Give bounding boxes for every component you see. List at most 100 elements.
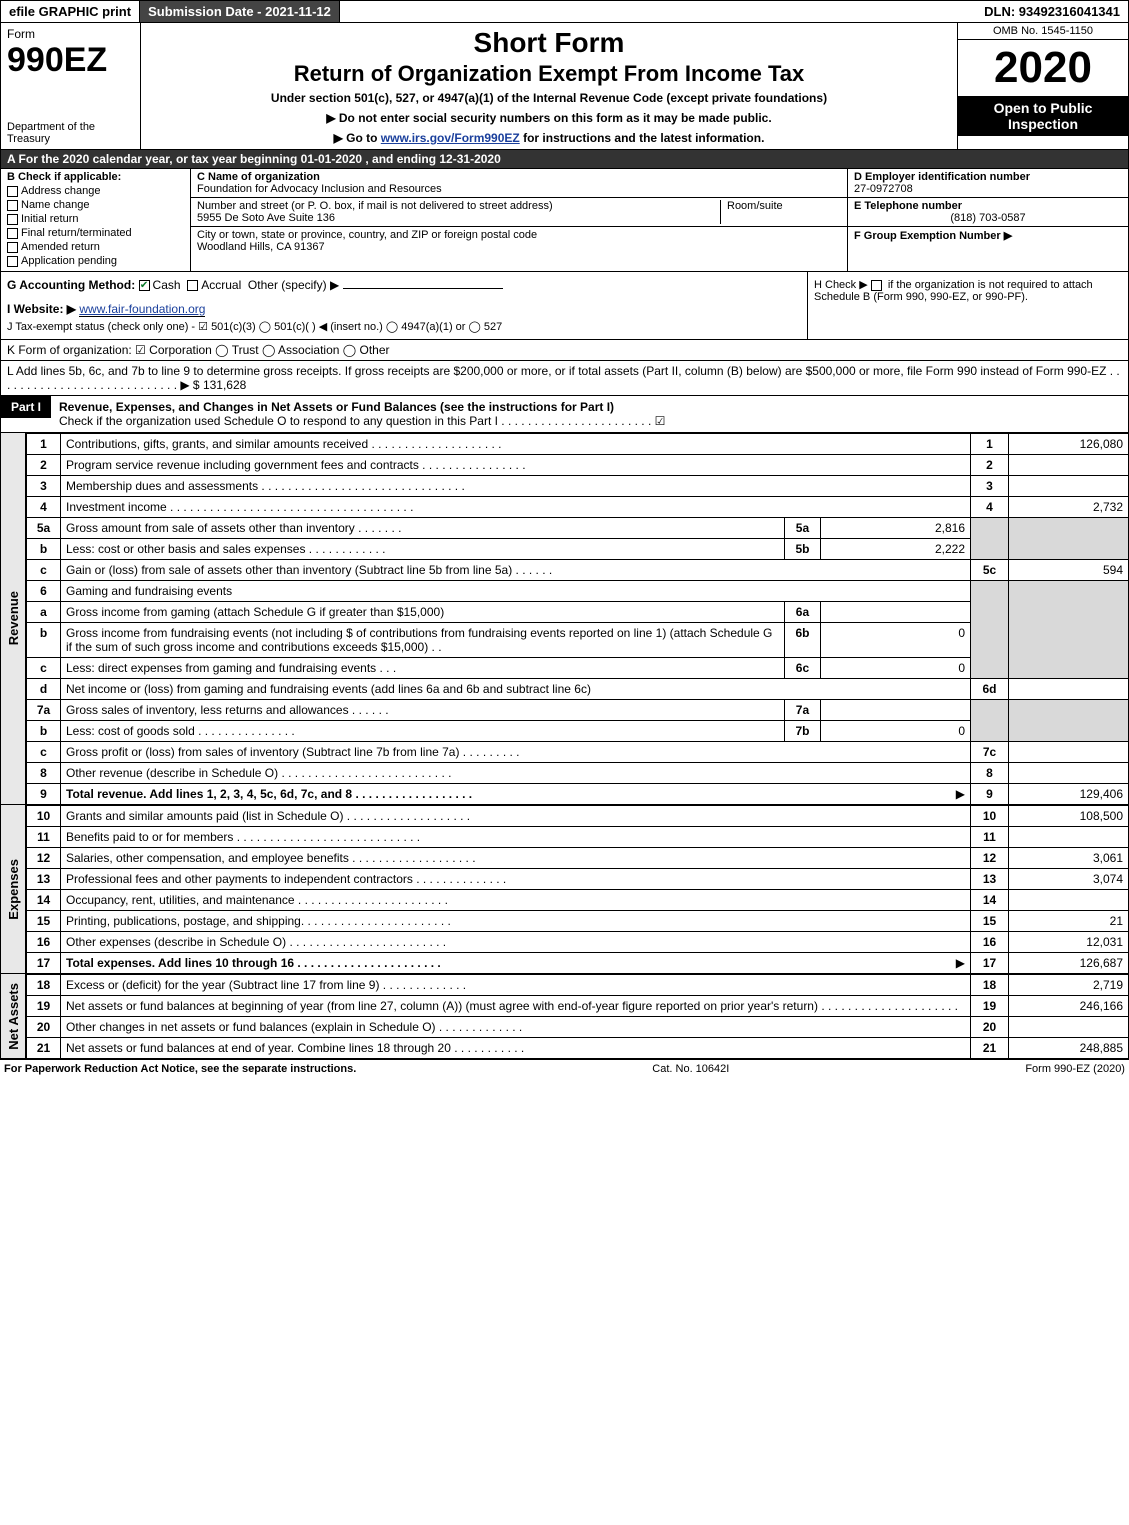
line-num: 9 xyxy=(27,784,61,805)
line-desc: Excess or (deficit) for the year (Subtra… xyxy=(61,975,971,996)
website-link[interactable]: www.fair-foundation.org xyxy=(79,302,205,317)
shade-cell xyxy=(971,518,1009,560)
checkbox-initial-return[interactable] xyxy=(7,214,18,225)
omb-number: OMB No. 1545-1150 xyxy=(958,23,1128,40)
table-row: 10Grants and similar amounts paid (list … xyxy=(27,806,1129,827)
goto-link[interactable]: www.irs.gov/Form990EZ xyxy=(381,131,520,145)
col-label: 13 xyxy=(971,869,1009,890)
line-num: 17 xyxy=(27,953,61,974)
tax-year: 2020 xyxy=(958,40,1128,96)
line-desc: Total expenses. Add lines 10 through 16 … xyxy=(61,953,971,974)
arrow-icon: ▶ xyxy=(956,787,965,801)
line-desc: Gross sales of inventory, less returns a… xyxy=(61,700,785,721)
label-other: Other (specify) ▶ xyxy=(248,278,339,292)
mini-col: 6c xyxy=(784,658,820,679)
line-num: a xyxy=(27,602,61,623)
top-bar: efile GRAPHIC print Submission Date - 20… xyxy=(0,0,1129,23)
b-title: B Check if applicable: xyxy=(7,171,184,183)
line-desc: Net assets or fund balances at end of ye… xyxy=(61,1038,971,1059)
d-label: D Employer identification number xyxy=(854,171,1122,183)
line-desc: Occupancy, rent, utilities, and maintena… xyxy=(61,890,971,911)
line-desc: Salaries, other compensation, and employ… xyxy=(61,848,971,869)
table-row: 12Salaries, other compensation, and empl… xyxy=(27,848,1129,869)
under-section: Under section 501(c), 527, or 4947(a)(1)… xyxy=(149,91,949,105)
checkbox-cash[interactable] xyxy=(139,280,150,291)
efile-label[interactable]: efile GRAPHIC print xyxy=(1,1,140,22)
mini-col: 5b xyxy=(784,539,820,560)
gh-row: G Accounting Method: Cash Accrual Other … xyxy=(0,272,1129,340)
table-row: 15Printing, publications, postage, and s… xyxy=(27,911,1129,932)
checkbox-name-change[interactable] xyxy=(7,200,18,211)
line-num: 20 xyxy=(27,1017,61,1038)
table-row: 20Other changes in net assets or fund ba… xyxy=(27,1017,1129,1038)
checkbox-address-change[interactable] xyxy=(7,186,18,197)
mini-val xyxy=(820,700,970,721)
col-label: 6d xyxy=(971,679,1009,700)
section-b: B Check if applicable: Address change Na… xyxy=(1,169,191,271)
header-left: Form 990EZ Department of the Treasury xyxy=(1,23,141,149)
col-val: 108,500 xyxy=(1009,806,1129,827)
line-num: 6 xyxy=(27,581,61,602)
label-accrual: Accrual xyxy=(201,278,241,292)
shade-cell xyxy=(971,700,1009,742)
checkbox-h[interactable] xyxy=(871,280,882,291)
col-val: 126,687 xyxy=(1009,953,1129,974)
side-netassets: Net Assets xyxy=(0,974,26,1059)
col-val: 2,719 xyxy=(1009,975,1129,996)
shade-cell xyxy=(1009,581,1129,679)
addr-label: Number and street (or P. O. box, if mail… xyxy=(197,200,714,212)
line-desc: Professional fees and other payments to … xyxy=(61,869,971,890)
line-desc: Program service revenue including govern… xyxy=(61,455,971,476)
checkbox-final-return[interactable] xyxy=(7,228,18,239)
table-row: 2Program service revenue including gover… xyxy=(27,455,1129,476)
goto-post: for instructions and the latest informat… xyxy=(523,131,764,145)
line-desc: Less: cost of goods sold . . . . . . . .… xyxy=(61,721,785,742)
checkbox-amended-return[interactable] xyxy=(7,242,18,253)
c-name-label: C Name of organization xyxy=(197,171,841,183)
side-expenses: Expenses xyxy=(0,805,26,974)
f-label: F Group Exemption Number ▶ xyxy=(854,230,1012,242)
header-center: Short Form Return of Organization Exempt… xyxy=(141,23,958,149)
header-right: OMB No. 1545-1150 2020 Open to Public In… xyxy=(958,23,1128,149)
line-num: 2 xyxy=(27,455,61,476)
other-input[interactable] xyxy=(343,288,503,289)
line-num: b xyxy=(27,623,61,658)
line-num: 1 xyxy=(27,434,61,455)
mini-val: 0 xyxy=(820,658,970,679)
line-num: 5a xyxy=(27,518,61,539)
mini-val: 2,816 xyxy=(820,518,970,539)
line-num: 18 xyxy=(27,975,61,996)
expenses-section: Expenses 10Grants and similar amounts pa… xyxy=(0,805,1129,974)
line-num: 11 xyxy=(27,827,61,848)
footer-left: For Paperwork Reduction Act Notice, see … xyxy=(4,1063,356,1075)
label-initial-return: Initial return xyxy=(21,213,78,225)
label-amended-return: Amended return xyxy=(21,241,100,253)
table-row: 16Other expenses (describe in Schedule O… xyxy=(27,932,1129,953)
line-num: d xyxy=(27,679,61,700)
line-desc: Contributions, gifts, grants, and simila… xyxy=(61,434,971,455)
form-header: Form 990EZ Department of the Treasury Sh… xyxy=(0,23,1129,150)
part-i-sub: Check if the organization used Schedule … xyxy=(59,414,665,428)
table-row: 21Net assets or fund balances at end of … xyxy=(27,1038,1129,1059)
dept-label: Department of the Treasury xyxy=(7,121,95,145)
col-val: 594 xyxy=(1009,560,1129,581)
col-val: 21 xyxy=(1009,911,1129,932)
col-val: 246,166 xyxy=(1009,996,1129,1017)
revenue-section: Revenue 1Contributions, gifts, grants, a… xyxy=(0,433,1129,805)
col-label: 18 xyxy=(971,975,1009,996)
line-num: 7a xyxy=(27,700,61,721)
table-row: bLess: cost or other basis and sales exp… xyxy=(27,539,1129,560)
col-label: 7c xyxy=(971,742,1009,763)
table-row: 17Total expenses. Add lines 10 through 1… xyxy=(27,953,1129,974)
arrow-icon: ▶ xyxy=(956,956,965,970)
side-expenses-label: Expenses xyxy=(6,859,21,920)
line-h: H Check ▶ if the organization is not req… xyxy=(808,272,1128,339)
col-label: 21 xyxy=(971,1038,1009,1059)
total-rev-desc: Total revenue. Add lines 1, 2, 3, 4, 5c,… xyxy=(66,787,472,801)
line-num: 19 xyxy=(27,996,61,1017)
line-k: K Form of organization: ☑ Corporation ◯ … xyxy=(0,340,1129,361)
col-val: 129,406 xyxy=(1009,784,1129,805)
checkbox-accrual[interactable] xyxy=(187,280,198,291)
checkbox-application-pending[interactable] xyxy=(7,256,18,267)
dln-label: DLN: 93492316041341 xyxy=(976,1,1128,22)
